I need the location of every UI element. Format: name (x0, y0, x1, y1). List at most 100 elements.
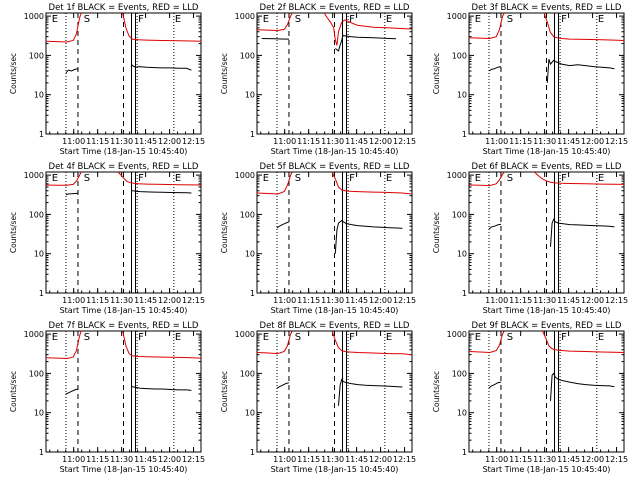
x-tick-label: 11:15 (509, 455, 532, 464)
lld-line (122, 12, 202, 42)
phase-marker-f: F (349, 332, 355, 343)
x-tick-label: 11:30 (321, 296, 344, 305)
lld-line (542, 330, 625, 353)
lld-line (331, 171, 413, 195)
panel-det-1: Det 1f BLACK = Events, RED = LLD 1 10 100 10… (9, 3, 205, 156)
phase-marker-e: E (263, 14, 269, 25)
panel-det-8: Det 8f BLACK = Events, RED = LLD 1 10 100 10… (220, 321, 416, 474)
x-tick-label: 11:00 (485, 296, 508, 305)
x-axis-label: Start Time (18-Jan-15 10:45:40) (271, 465, 399, 474)
x-axis-label: Start Time (18-Jan-15 10:45:40) (271, 306, 399, 315)
x-axis-label: Start Time (18-Jan-15 10:45:40) (60, 306, 188, 315)
events-line (261, 38, 290, 40)
x-tick-label: 11:15 (297, 455, 320, 464)
x-tick-label: 11:45 (134, 137, 157, 146)
lld-line (122, 330, 202, 359)
x-tick-label: 11:15 (86, 296, 109, 305)
lld-line (256, 12, 293, 32)
phase-marker-e: E (598, 14, 604, 25)
phase-marker-s: S (84, 332, 90, 343)
y-tick-label: 1000 (235, 330, 255, 339)
y-axis-label: Counts/sec (9, 371, 18, 412)
x-axis-label: Start Time (18-Jan-15 10:45:40) (483, 306, 611, 315)
y-axis-label: Counts/sec (220, 212, 229, 253)
events-line (131, 63, 192, 71)
panel-det-9: Det 9f BLACK = Events, RED = LLD 1 10 100 10… (432, 321, 628, 474)
x-tick-label: 11:15 (297, 296, 320, 305)
panel-title: Det 3f BLACK = Events, RED = LLD (472, 3, 622, 13)
x-tick-label: 11:00 (273, 137, 296, 146)
x-tick-label: 11:00 (62, 455, 85, 464)
panel-det-2: Det 2f BLACK = Events, RED = LLD 1 10 100 10… (220, 3, 416, 156)
x-tick-label: 11:00 (273, 455, 296, 464)
lld-line (256, 330, 293, 355)
events-line (488, 223, 502, 230)
x-tick-label: 11:00 (62, 296, 85, 305)
lld-line (534, 171, 625, 185)
phase-marker-e: E (52, 332, 58, 343)
x-tick-label: 12:15 (182, 296, 205, 305)
panel-det-6: Det 6f BLACK = Events, RED = LLD 1 10 100 10… (432, 162, 628, 315)
y-axis-label: Counts/sec (9, 212, 18, 253)
x-tick-label: 11:30 (321, 137, 344, 146)
x-tick-label: 12:00 (158, 137, 181, 146)
panel-title: Det 6f BLACK = Events, RED = LLD (472, 162, 622, 172)
events-line (65, 388, 79, 395)
y-axis-label: Counts/sec (220, 53, 229, 94)
phase-marker-f: F (561, 332, 567, 343)
y-axis-label: Counts/sec (432, 212, 441, 253)
events-line (488, 381, 502, 389)
y-tick-label: 1000 (24, 12, 44, 21)
x-tick-label: 11:15 (86, 455, 109, 464)
lld-line (45, 12, 82, 43)
phase-marker-e: E (386, 173, 392, 184)
panel-title: Det 2f BLACK = Events, RED = LLD (260, 3, 410, 13)
phase-marker-e: E (52, 14, 58, 25)
panel-title: Det 9f BLACK = Events, RED = LLD (472, 321, 622, 331)
x-tick-label: 12:15 (605, 137, 628, 146)
x-tick-label: 12:00 (369, 455, 392, 464)
x-axis-label: Start Time (18-Jan-15 10:45:40) (483, 147, 611, 156)
y-tick-label: 1 (462, 289, 467, 298)
x-tick-label: 11:30 (533, 455, 556, 464)
y-tick-label: 10 (245, 91, 255, 100)
y-tick-label: 100 (240, 210, 255, 219)
lld-line (117, 171, 202, 186)
y-axis-label: Counts/sec (432, 371, 441, 412)
y-tick-label: 10 (34, 250, 44, 259)
events-line (276, 221, 290, 229)
phase-marker-f: F (561, 14, 567, 25)
y-tick-label: 100 (452, 51, 467, 60)
y-tick-label: 1 (39, 448, 44, 457)
events-line (131, 189, 192, 194)
y-tick-label: 100 (240, 51, 255, 60)
phase-marker-s: S (295, 332, 301, 343)
phase-marker-f: F (138, 332, 144, 343)
y-axis-label: Counts/sec (220, 371, 229, 412)
x-tick-label: 11:45 (345, 296, 368, 305)
phase-marker-s: S (507, 173, 513, 184)
x-tick-label: 12:00 (158, 296, 181, 305)
phase-marker-f: F (138, 173, 144, 184)
y-axis-label: Counts/sec (432, 53, 441, 94)
y-tick-label: 1 (462, 448, 467, 457)
phase-marker-s: S (295, 173, 301, 184)
x-tick-label: 12:00 (369, 137, 392, 146)
x-axis-label: Start Time (18-Jan-15 10:45:40) (483, 465, 611, 474)
y-tick-label: 1 (39, 130, 44, 139)
y-tick-label: 1000 (447, 171, 467, 180)
y-tick-label: 1000 (235, 12, 255, 21)
events-line (488, 66, 502, 72)
y-tick-label: 100 (29, 51, 44, 60)
x-tick-label: 12:15 (605, 296, 628, 305)
x-tick-label: 12:15 (605, 455, 628, 464)
phase-marker-s: S (507, 14, 513, 25)
lld-line (331, 330, 413, 356)
events-line (334, 35, 397, 52)
events-line (65, 68, 79, 74)
events-line (334, 219, 403, 254)
x-tick-label: 11:30 (110, 137, 133, 146)
lld-line (45, 330, 82, 360)
x-tick-label: 11:15 (86, 137, 109, 146)
